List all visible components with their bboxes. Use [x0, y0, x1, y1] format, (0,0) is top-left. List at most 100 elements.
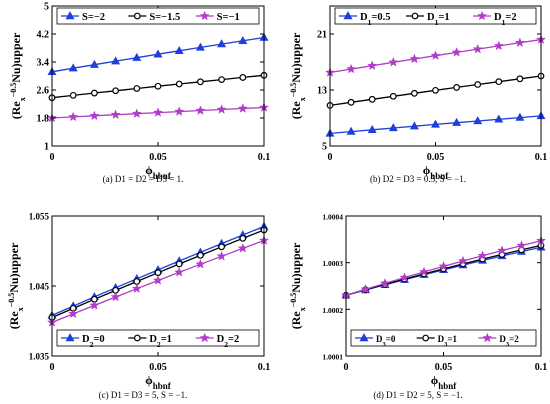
data-point [131, 283, 142, 293]
data-point [494, 114, 504, 123]
x-tick-label: 0 [344, 362, 349, 373]
caption-a: (a) D1 = D2 = D3 = 1. [103, 174, 184, 184]
data-point [132, 52, 142, 61]
data-point [217, 39, 227, 48]
x-tick-label: 0.1 [258, 152, 271, 163]
series-2 [340, 235, 547, 300]
data-point [388, 123, 398, 132]
x-tick-label: 0 [328, 152, 333, 163]
y-tick-label: 1 [44, 142, 49, 153]
data-point [360, 283, 371, 294]
plot-frame [51, 5, 265, 147]
y-tick-label: 21 [317, 30, 327, 41]
data-point [346, 126, 356, 135]
legend: S=−2 S=−1.5 S=−1 [56, 7, 260, 25]
series-2 [324, 34, 547, 77]
y-tick-label: 1.8 [37, 114, 50, 125]
y-tick-label: 2.6 [37, 86, 50, 97]
data-point [174, 267, 185, 277]
y-tick-label: 5 [44, 2, 49, 13]
data-point [89, 300, 100, 310]
legend-entry: D2=0 [61, 333, 105, 349]
x-axis-label: ϕhbnf [431, 373, 458, 391]
legend-label: D2=1 [149, 334, 172, 349]
y-tick-label: 4.2 [37, 30, 50, 41]
data-point [432, 86, 439, 94]
legend-label: D2=0 [82, 334, 105, 349]
data-point [110, 109, 121, 120]
data-point [112, 87, 119, 95]
data-point [409, 53, 420, 64]
legend-label: S=−2 [82, 12, 105, 23]
legend: D2=0 D2=1 D2=2 [56, 329, 260, 349]
series-1 [48, 71, 268, 102]
series-0 [47, 32, 269, 75]
data-point [174, 46, 184, 55]
data-point [346, 63, 357, 74]
x-tick-label: 0 [50, 152, 55, 163]
data-point [411, 89, 418, 97]
y-tick-label: 1.0001 [322, 353, 343, 362]
data-point [516, 75, 524, 83]
legend-marker [411, 12, 419, 20]
data-point [237, 243, 248, 253]
y-tick-label: 1.0002 [322, 306, 343, 315]
legend: D3=0 D3=1 D3=2 [350, 329, 537, 348]
data-point [379, 278, 391, 288]
legend-marker [359, 333, 369, 342]
data-point [418, 266, 430, 277]
series-1 [48, 226, 268, 321]
data-point [367, 60, 378, 70]
legend-marker [65, 11, 75, 20]
y-tick-label: 5 [322, 142, 327, 153]
data-point [472, 43, 483, 54]
data-point [195, 258, 206, 269]
panel-c: 0 0.05 0.1 1.035 1.045 1.055 (Rex−0.5Nu)upper ϕ… [7, 212, 271, 392]
legend: D1=0.5 D1=1 D1=2 [334, 7, 537, 27]
data-point [238, 35, 248, 44]
data-point [496, 245, 508, 255]
data-point [239, 74, 247, 81]
data-point [195, 42, 205, 51]
data-point [389, 92, 397, 100]
legend-label: S=−1.5 [149, 12, 180, 23]
data-point [131, 108, 142, 118]
legend-entry: D2=2 [195, 332, 239, 349]
data-point [175, 80, 183, 88]
data-point [174, 106, 185, 116]
data-point [133, 85, 141, 92]
data-point [367, 124, 377, 133]
x-tick-label: 0.05 [435, 362, 453, 373]
data-point [196, 251, 204, 259]
y-tick-label: 1.045 [29, 282, 50, 292]
panel-a: 0 0.05 0.111.82.63.44.25(Rex−0.5Nu)upperϕh… [9, 2, 271, 182]
legend-marker [422, 334, 430, 342]
x-tick-label: 0.1 [258, 362, 271, 373]
data-point [195, 105, 206, 115]
legend-marker [65, 333, 75, 342]
caption-d: (d) D1 = D2 = 5, S = −1. [373, 390, 462, 400]
series-0 [325, 111, 546, 137]
legend-box [56, 329, 260, 347]
legend-label: D1=1 [427, 12, 450, 27]
data-point [452, 117, 462, 126]
data-point [493, 40, 504, 51]
legend-entry: S=−1 [195, 10, 240, 23]
legend-marker [133, 334, 141, 342]
data-point [515, 112, 525, 121]
legend-box [334, 7, 537, 25]
y-tick-label: 1.035 [29, 352, 50, 362]
data-point [474, 81, 482, 88]
y-tick-label: 13 [317, 86, 327, 97]
data-point [495, 78, 503, 86]
panel-b: 0 0.05 0.151321(Rex−0.5Nu)upperϕhbnfD1=0.5… [289, 5, 547, 181]
data-point [68, 111, 79, 122]
caption-c: (c) D1 = D3 = 5, S = −1. [99, 390, 188, 400]
caption-b: (b) D2 = D3 = 0.5, S = −1. [370, 174, 466, 184]
series-1 [342, 241, 545, 299]
x-tick-label: 0.05 [149, 152, 167, 163]
y-tick-label: 1.055 [29, 212, 50, 222]
y-tick-label: 3.4 [37, 58, 50, 69]
legend-label: S=−1 [217, 12, 240, 23]
